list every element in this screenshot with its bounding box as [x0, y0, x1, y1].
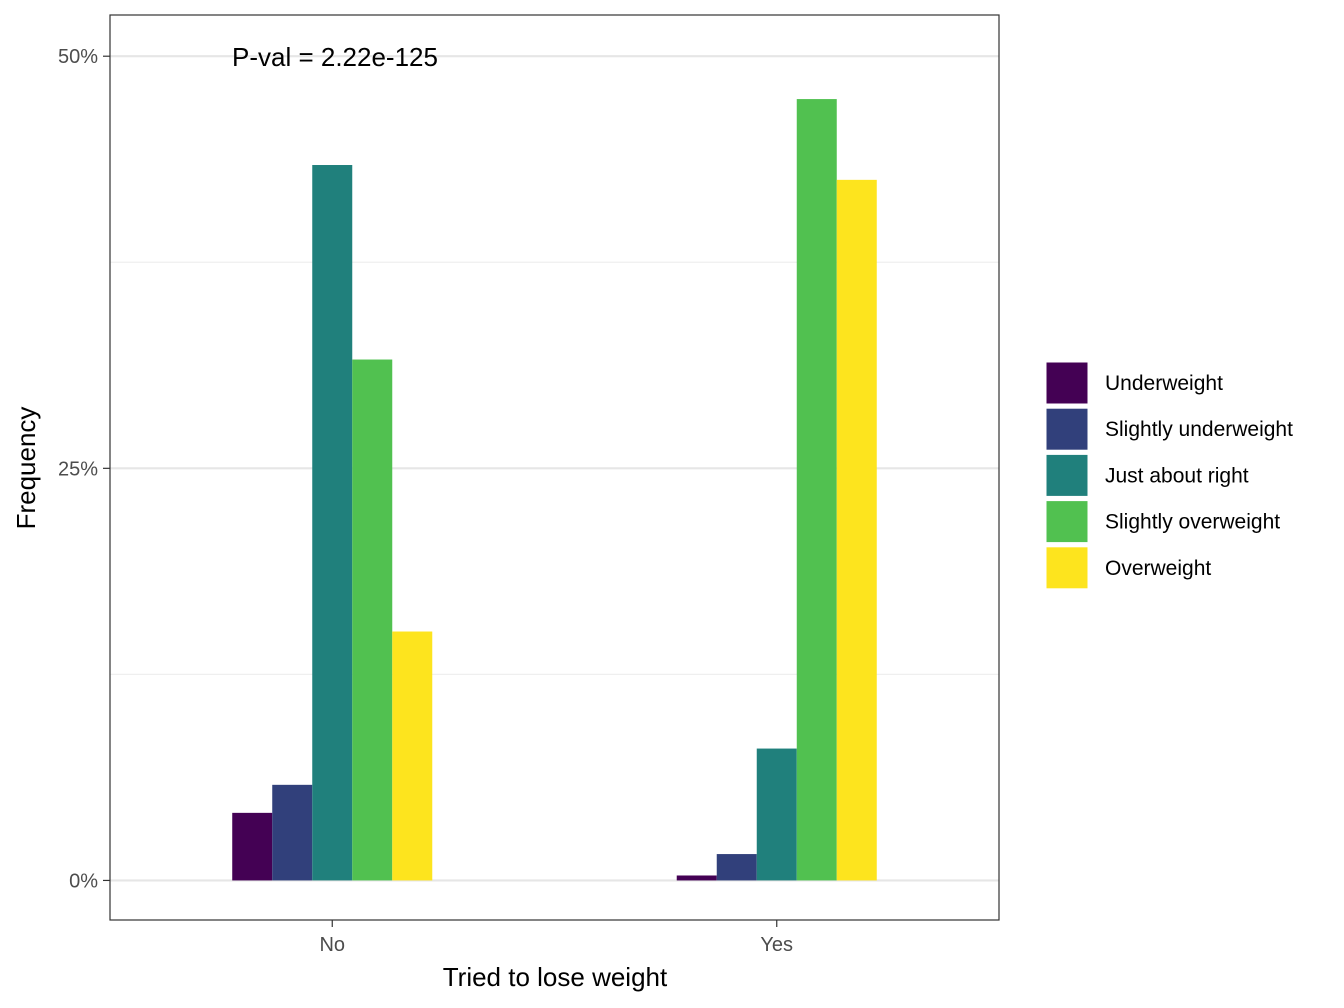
legend-key [1045, 453, 1089, 497]
y-tick-label: 50% [58, 46, 98, 68]
y-tick-label: 25% [58, 458, 98, 480]
bar [716, 854, 757, 881]
bars [232, 99, 877, 881]
legend-key [1045, 407, 1089, 451]
legend-label: Slightly underweight [1105, 418, 1293, 441]
bar [756, 748, 797, 881]
y-tick-label: 0% [69, 870, 98, 892]
x-tick-label: Yes [760, 934, 793, 956]
legend: Underweight Slightly underweight Just abou… [1045, 361, 1293, 590]
panel-border [109, 14, 1000, 921]
p-value-annotation: P-val = 2.22e-125 [232, 42, 438, 72]
bar [836, 179, 877, 881]
x-axis-title: Tried to lose weight [443, 962, 668, 992]
x-tick-label: No [319, 934, 345, 956]
bar [392, 631, 433, 881]
y-axis: 0% 25% 50% [58, 46, 110, 892]
legend-key [1045, 361, 1089, 405]
legend-label: Just about right [1105, 464, 1249, 487]
bar [676, 875, 717, 881]
legend-key [1045, 500, 1089, 544]
x-axis: No Yes [319, 920, 793, 956]
y-axis-title: Frequency [11, 407, 41, 530]
bar [796, 99, 837, 881]
legend-label: Slightly overweight [1105, 511, 1280, 534]
legend-label: Overweight [1105, 557, 1211, 580]
bar [232, 812, 273, 881]
bar [312, 165, 353, 881]
bar [352, 359, 393, 881]
legend-label: Underweight [1105, 372, 1223, 395]
bar [272, 784, 313, 881]
legend-key [1045, 546, 1089, 590]
